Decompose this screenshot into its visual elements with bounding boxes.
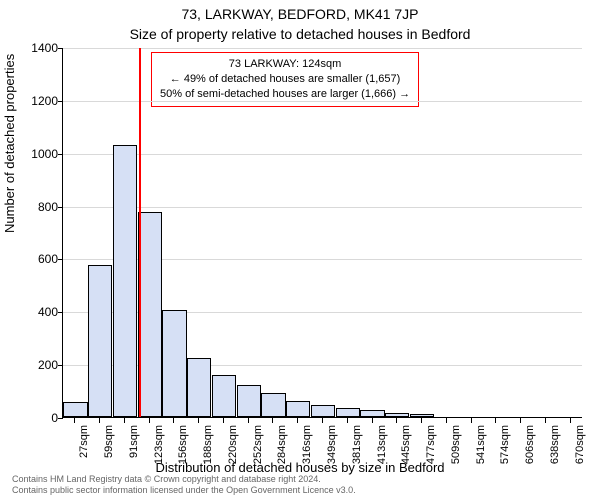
callout-line: 50% of semi-detached houses are larger (… [160,87,410,102]
histogram-bar [63,402,87,417]
y-tick-mark [58,312,63,313]
footer-line-1: Contains HM Land Registry data © Crown c… [12,474,356,485]
x-tick-mark [545,418,546,423]
histogram-bar [88,265,112,417]
gridline [63,154,582,155]
x-tick-mark [396,418,397,423]
y-tick-mark [58,48,63,49]
histogram-bar [311,405,335,417]
gridline [63,101,582,102]
histogram-bar [385,413,409,417]
y-tick-mark [58,259,63,260]
gridline [63,48,582,49]
x-tick-mark [297,418,298,423]
y-tick-mark [58,154,63,155]
y-tick-label: 200 [18,358,58,372]
histogram-bar [360,410,384,417]
histogram-plot: 73 LARKWAY: 124sqm← 49% of detached hous… [62,48,582,418]
x-tick-mark [248,418,249,423]
y-tick-label: 1200 [18,94,58,108]
y-axis-label: Number of detached properties [2,54,17,233]
x-tick-mark [223,418,224,423]
histogram-bar [138,212,162,417]
x-tick-mark [471,418,472,423]
y-tick-mark [58,101,63,102]
x-tick-mark [372,418,373,423]
x-tick-container: 27sqm59sqm91sqm123sqm156sqm188sqm220sqm2… [62,418,582,466]
callout-line: 73 LARKWAY: 124sqm [160,57,410,72]
x-tick-mark [173,418,174,423]
y-tick-label: 0 [18,411,58,425]
histogram-bar [113,145,137,417]
attribution-footer: Contains HM Land Registry data © Crown c… [12,474,356,497]
page-title-line1: 73, LARKWAY, BEDFORD, MK41 7JP [0,6,600,22]
x-tick-mark [495,418,496,423]
x-tick-mark [198,418,199,423]
x-tick-mark [272,418,273,423]
histogram-bar [410,414,434,417]
x-tick-mark [322,418,323,423]
marker-callout: 73 LARKWAY: 124sqm← 49% of detached hous… [151,52,419,107]
y-tick-label: 1400 [18,41,58,55]
x-tick-mark [421,418,422,423]
y-tick-mark [58,365,63,366]
x-tick-mark [446,418,447,423]
x-tick-mark [570,418,571,423]
y-tick-label: 400 [18,305,58,319]
y-tick-label: 800 [18,200,58,214]
footer-line-2: Contains public sector information licen… [12,485,356,496]
gridline [63,207,582,208]
histogram-bar [162,310,186,417]
y-tick-mark [58,207,63,208]
callout-line: ← 49% of detached houses are smaller (1,… [160,72,410,87]
y-tick-label: 1000 [18,147,58,161]
property-marker-line [139,48,141,417]
x-tick-mark [347,418,348,423]
histogram-bar [187,358,211,417]
y-tick-label: 600 [18,252,58,266]
x-tick-mark [520,418,521,423]
histogram-bar [336,408,360,417]
x-tick-mark [149,418,150,423]
x-tick-mark [74,418,75,423]
page-title-line2: Size of property relative to detached ho… [0,26,600,42]
x-tick-mark [99,418,100,423]
histogram-bar [261,393,285,417]
histogram-bar [212,375,236,417]
x-tick-mark [124,418,125,423]
histogram-bar [286,401,310,417]
histogram-bar [237,385,261,417]
